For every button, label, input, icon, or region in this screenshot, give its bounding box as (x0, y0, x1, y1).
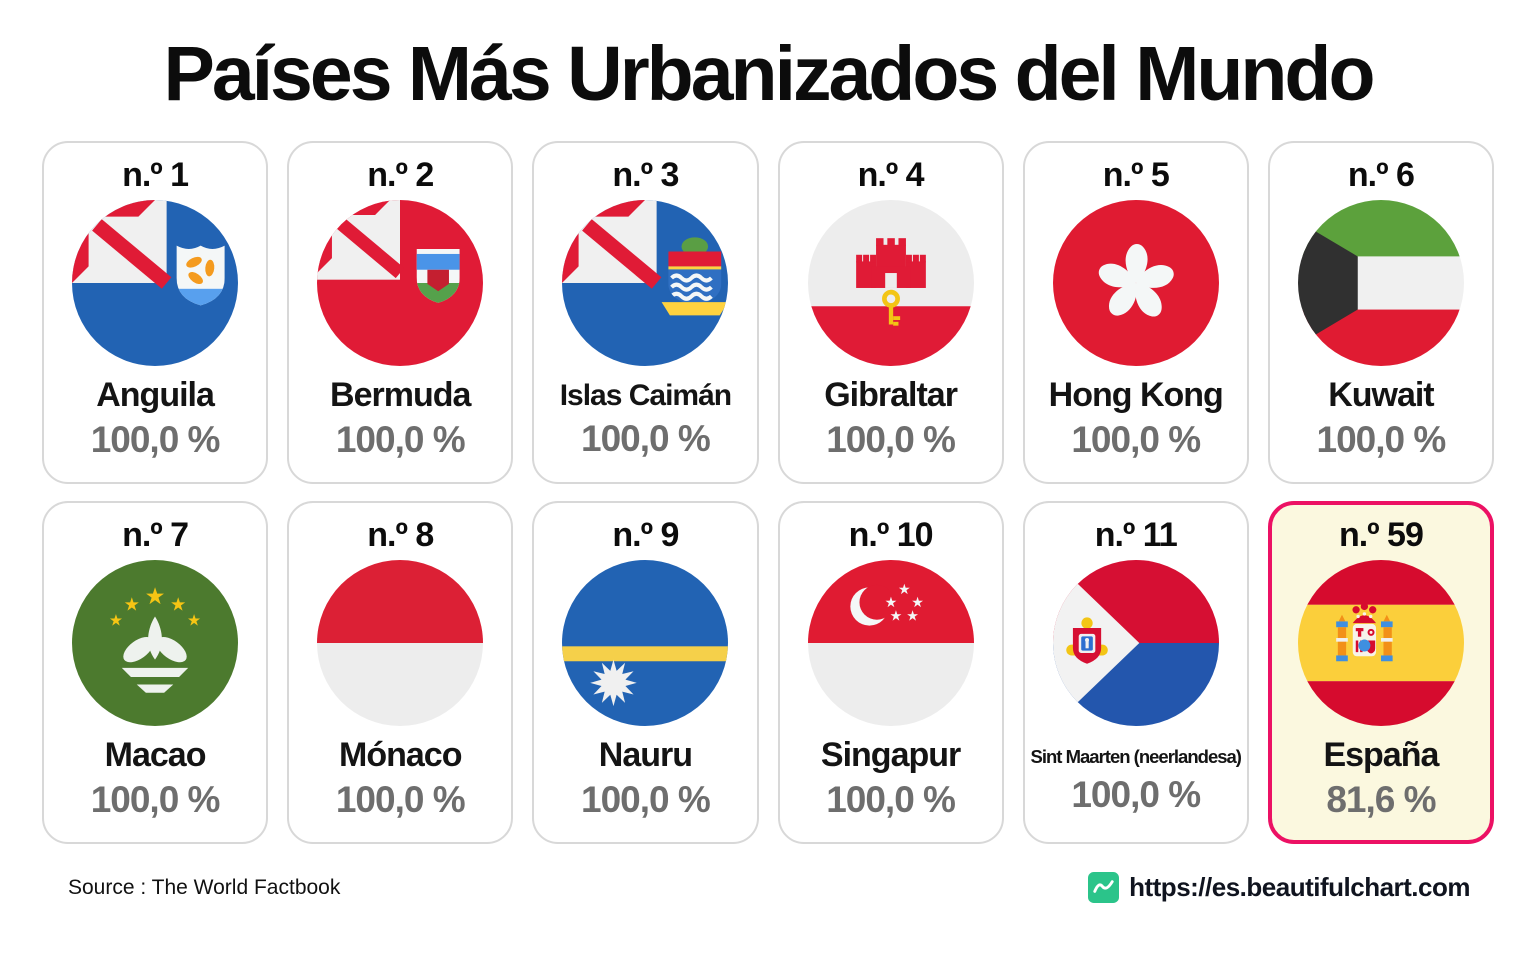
svg-text:★: ★ (889, 608, 902, 624)
urbanization-percentage: 100,0 % (826, 419, 956, 460)
svg-text:★: ★ (898, 582, 911, 598)
hong-kong-flag-icon (1052, 200, 1219, 366)
country-name: Macao (104, 736, 207, 774)
country-name: Anguila (96, 376, 215, 414)
country-name: Singapur (820, 736, 961, 774)
rank-label: n.º 5 (1102, 156, 1170, 194)
country-name: Bermuda (330, 376, 471, 414)
singapore-flag-icon: ★ ★ ★ ★ ★ (807, 560, 974, 726)
country-card-macao: n.º 7 ★ ★ ★ ★ (42, 501, 269, 844)
country-card-monaco: n.º 8 Mónaco 100,0 % (287, 501, 514, 844)
svg-text:★: ★ (170, 594, 186, 615)
rank-label: n.º 2 (367, 156, 434, 194)
wave-chart-icon (1088, 872, 1120, 903)
country-card-hong-kong: n.º 5 Hong Kong 100,0 % (1022, 141, 1249, 484)
svg-text:★: ★ (906, 608, 919, 624)
rank-label: n.º 1 (122, 156, 189, 194)
country-name: Mónaco (339, 736, 462, 774)
urbanization-percentage: 81,6 % (1326, 779, 1436, 820)
country-card-singapur: n.º 10 ★ ★ ★ ★ ★ Si (777, 501, 1004, 844)
urbanization-percentage: 100,0 % (581, 418, 711, 459)
country-name: Islas Caimán (559, 379, 732, 412)
monaco-flag-icon (317, 560, 484, 726)
bermuda-flag-icon (317, 200, 484, 366)
sint-maarten-flag-icon (1052, 560, 1219, 726)
rank-label: n.º 10 (848, 516, 934, 554)
urbanization-percentage: 100,0 % (335, 779, 466, 820)
rank-label: n.º 59 (1338, 516, 1424, 554)
urbanization-percentage: 100,0 % (90, 779, 221, 820)
country-name: Gibraltar (824, 376, 958, 414)
country-card-sint-maarten: n.º 11 Sint Maarten (neerlandesa) (1022, 501, 1249, 844)
country-name: Sint Maarten (neerlandesa) (1030, 746, 1242, 767)
country-card-bermuda: n.º 2 (287, 141, 514, 484)
svg-text:★: ★ (145, 583, 166, 610)
rank-label: n.º 3 (612, 156, 679, 194)
urbanization-percentage: 100,0 % (1316, 419, 1447, 460)
urbanization-percentage: 100,0 % (335, 419, 466, 460)
country-name: Kuwait (1328, 376, 1434, 414)
country-name: Hong Kong (1048, 376, 1224, 414)
urbanization-percentage: 100,0 % (90, 419, 221, 460)
country-card-grid: n.º 1 (42, 141, 1494, 844)
rank-label: n.º 9 (612, 516, 679, 554)
page-title: Países Más Urbanizados del Mundo (163, 31, 1375, 117)
kuwait-flag-icon (1297, 200, 1464, 366)
cayman-islands-flag-icon (562, 200, 729, 366)
country-card-gibraltar: n.º 4 (777, 141, 1004, 484)
urbanization-percentage: 100,0 % (826, 779, 956, 820)
rank-label: n.º 11 (1094, 516, 1178, 554)
country-name: España (1323, 736, 1439, 774)
gibraltar-flag-icon (807, 200, 974, 366)
rank-label: n.º 4 (857, 156, 925, 194)
rank-label: n.º 8 (367, 516, 434, 554)
source-label: Source : The World Factbook (68, 875, 341, 899)
svg-text:★: ★ (187, 610, 201, 629)
macao-flag-icon: ★ ★ ★ ★ ★ (72, 560, 239, 726)
website-url: https://es.beautifulchart.com (1129, 872, 1470, 902)
country-card-espana-highlighted: n.º 59 (1267, 501, 1494, 844)
anguilla-flag-icon (72, 200, 239, 366)
brand: https://es.beautifulchart.com (1088, 872, 1470, 903)
footer: Source : The World Factbook https://es.b… (68, 872, 1470, 903)
urbanization-percentage: 100,0 % (1071, 773, 1201, 815)
country-card-anguila: n.º 1 (42, 141, 269, 484)
urbanization-percentage: 100,0 % (581, 779, 711, 820)
rank-label: n.º 7 (122, 516, 189, 554)
svg-text:★: ★ (884, 595, 897, 611)
nauru-flag-icon (562, 560, 729, 726)
country-card-nauru: n.º 9 Nauru 100,0 % (532, 501, 759, 844)
country-card-kuwait: n.º 6 Kuwait 100,0 % (1267, 141, 1494, 484)
svg-text:★: ★ (911, 595, 924, 611)
svg-text:★: ★ (109, 610, 123, 629)
spain-flag-icon (1297, 560, 1464, 726)
country-name: Nauru (598, 736, 693, 774)
rank-label: n.º 6 (1347, 156, 1415, 194)
urbanization-percentage: 100,0 % (1071, 419, 1201, 460)
country-card-islas-caiman: n.º 3 (532, 141, 759, 484)
svg-text:★: ★ (124, 594, 140, 615)
